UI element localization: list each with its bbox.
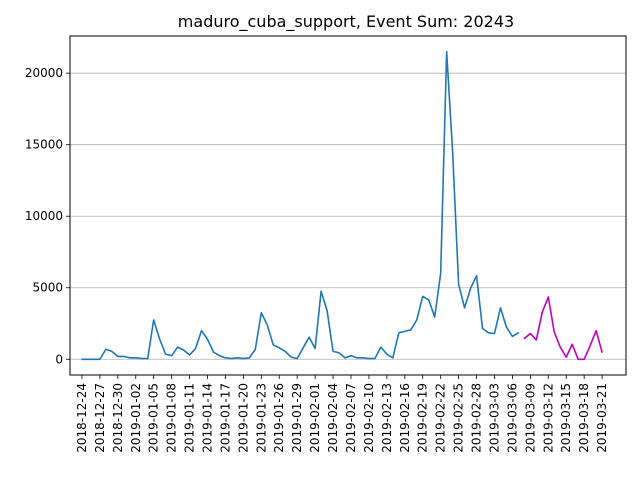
- x-tick-label: 2019-02-22: [434, 383, 448, 453]
- x-tick-label: 2019-03-15: [559, 383, 573, 453]
- x-tick-label: 2019-02-01: [308, 383, 322, 453]
- y-tick-label: 5000: [32, 281, 63, 295]
- x-tick-label: 2019-02-10: [362, 383, 376, 453]
- x-tick-label: 2018-12-27: [93, 383, 107, 453]
- x-tick-label: 2019-03-03: [487, 383, 501, 453]
- x-axis: 2018-12-24 2018-12-27 2018-12-30 2019-01-02…: [75, 375, 609, 453]
- x-tick-label: 2019-01-14: [201, 383, 215, 453]
- x-tick-label: 2019-03-21: [595, 383, 609, 453]
- x-tick-label: 2019-01-17: [218, 383, 232, 453]
- x-tick-label: 2019-01-23: [254, 383, 268, 453]
- series-line-2: [523, 296, 603, 361]
- x-tick-label: 2019-01-20: [236, 383, 250, 453]
- x-tick-label: 2019-02-04: [326, 383, 340, 453]
- x-tick-label: 2019-02-19: [416, 383, 430, 453]
- x-tick-label: 2019-02-07: [344, 383, 358, 453]
- x-tick-label: 2019-01-29: [290, 383, 304, 453]
- series-line-1: [81, 50, 520, 361]
- x-tick-label: 2019-02-28: [470, 383, 484, 453]
- x-tick-label: 2019-03-12: [541, 383, 555, 453]
- series-group: [81, 50, 603, 361]
- y-axis: 0 5000 10000 15000 20000: [25, 66, 70, 366]
- x-tick-label: 2019-02-25: [452, 383, 466, 453]
- x-tick-label: 2019-01-05: [147, 383, 161, 453]
- x-tick-label: 2018-12-30: [111, 383, 125, 453]
- x-tick-label: 2019-01-26: [272, 383, 286, 453]
- x-tick-label: 2019-01-08: [165, 383, 179, 453]
- x-tick-label: 2019-01-02: [129, 383, 143, 453]
- x-tick-label: 2019-03-09: [523, 383, 537, 453]
- x-tick-label: 2019-01-11: [183, 383, 197, 453]
- x-tick-label: 2018-12-24: [75, 383, 89, 453]
- y-tick-label: 20000: [25, 66, 63, 80]
- y-tick-label: 0: [55, 352, 63, 366]
- x-tick-label: 2019-03-06: [505, 383, 519, 453]
- x-tick-label: 2019-03-18: [577, 383, 591, 453]
- gridlines: [70, 72, 626, 360]
- y-tick-label: 15000: [25, 138, 63, 152]
- chart-title: maduro_cuba_support, Event Sum: 20243: [178, 12, 514, 32]
- y-tick-label: 10000: [25, 209, 63, 223]
- x-tick-label: 2019-02-16: [398, 383, 412, 453]
- plot-frame: [69, 35, 627, 376]
- x-tick-label: 2019-02-13: [380, 383, 394, 453]
